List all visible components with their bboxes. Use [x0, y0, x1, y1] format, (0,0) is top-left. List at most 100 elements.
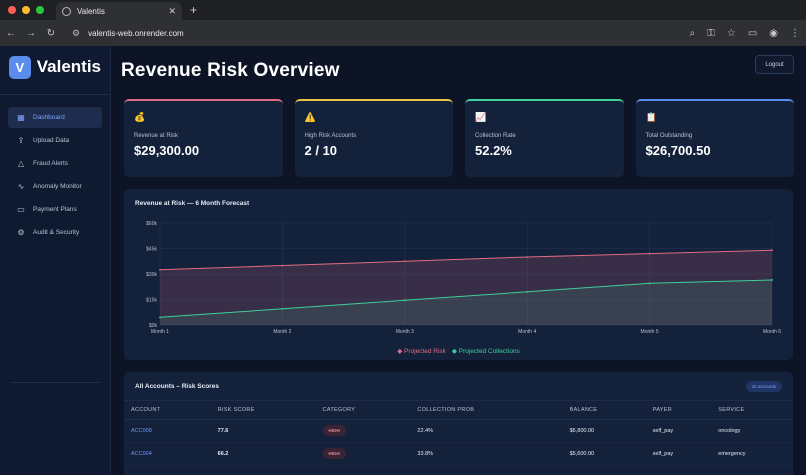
- brand-name: Valentis: [36, 57, 101, 76]
- reload-icon[interactable]: ↻: [46, 27, 56, 39]
- sidebar-item-label: Fraud Alerts: [33, 160, 69, 167]
- sidebar: V Valentis ▦ Dashboard ⇪ Upload Data △ F…: [0, 46, 111, 475]
- close-tab-icon[interactable]: ✕: [168, 5, 176, 16]
- sidebar-item-payment-plans[interactable]: ▭ Payment Plans: [8, 199, 102, 220]
- browser-chrome: Valentis ✕ + ← → ↻ ⚙ valentis-web.onrend…: [0, 0, 806, 46]
- column-header[interactable]: COLLECTION PROB: [410, 401, 563, 420]
- warning-icon: △: [17, 159, 25, 168]
- app-shell: V Valentis ▦ Dashboard ⇪ Upload Data △ F…: [0, 46, 806, 475]
- risk-score: 77.6: [210, 419, 316, 443]
- logout-button[interactable]: Logout: [755, 55, 794, 74]
- forecast-chart: $0k $15k $30k $45k $60k Month 1 Month 2 Month 3…: [146, 221, 781, 335]
- data-point: [526, 290, 529, 293]
- x-tick-label: Month 2: [273, 329, 291, 335]
- data-point: [771, 249, 773, 252]
- y-tick-label: $60k: [146, 221, 157, 227]
- sidebar-item-upload-data[interactable]: ⇪ Upload Data: [8, 130, 102, 151]
- sidebar-item-anomaly-monitor[interactable]: ∿ Anomaly Monitor: [8, 176, 102, 197]
- data-point: [281, 264, 284, 267]
- data-point: [403, 299, 406, 302]
- accounts-table-card: All Accounts – Risk Scores 10 accounts A…: [124, 372, 793, 475]
- legend-projected-collections[interactable]: ◆ Projected Collections: [451, 348, 520, 355]
- bookmark-star-icon[interactable]: ☆: [726, 27, 736, 39]
- clipboard-icon: 📋: [645, 112, 657, 122]
- data-point: [771, 279, 773, 281]
- card-icon: ▭: [17, 205, 25, 214]
- back-icon[interactable]: ←: [6, 27, 16, 39]
- kpi-value: 2 / 10: [304, 143, 338, 158]
- service: oncology: [711, 419, 793, 443]
- balance: $5,600.00: [562, 442, 646, 466]
- data-point: [648, 252, 651, 255]
- globe-icon: [62, 6, 71, 16]
- column-header[interactable]: PAYER: [645, 401, 712, 420]
- kpi-card-revenue-at-risk: 💰 Revenue at Risk $29,300.00: [124, 99, 283, 177]
- grid-icon: ▦: [17, 113, 25, 122]
- chart-title: Revenue at Risk — 6 Month Forecast: [135, 200, 250, 207]
- balance: $6,800.00: [562, 419, 646, 443]
- y-tick-label: $0k: [149, 323, 158, 329]
- y-tick-label: $45k: [146, 247, 157, 253]
- column-header[interactable]: BALANCE: [562, 401, 646, 420]
- url-text: valentis-web.onrender.com: [88, 28, 184, 38]
- column-header[interactable]: ACCOUNT: [124, 401, 211, 420]
- menu-kebab-icon[interactable]: ⋮: [790, 27, 800, 39]
- kpi-value: $29,300.00: [134, 143, 200, 158]
- column-header[interactable]: SERVICE: [711, 401, 793, 420]
- table-row[interactable]: ACC004 66.2 HIGH 33.8% $5,600.00 self_pa…: [124, 442, 793, 466]
- account-link[interactable]: ACC008: [124, 419, 211, 443]
- reading-list-icon[interactable]: ▭: [747, 27, 758, 39]
- tab-title: Valentis: [77, 6, 105, 16]
- zoom-icon[interactable]: ⌕: [689, 27, 696, 39]
- x-tick-label: Month 5: [641, 329, 659, 335]
- new-tab-button[interactable]: +: [190, 3, 198, 17]
- browser-tab[interactable]: Valentis ✕: [56, 2, 182, 20]
- minimize-window-button[interactable]: [22, 6, 30, 14]
- x-tick-label: Month 4: [518, 329, 536, 335]
- data-point: [159, 316, 161, 319]
- collection-prob: 22.4%: [410, 419, 563, 443]
- data-point: [159, 268, 161, 271]
- data-point: [648, 282, 651, 285]
- legend-projected-risk[interactable]: ◆ Projected Risk: [397, 348, 446, 355]
- category-badge: HIGH: [322, 424, 346, 436]
- table-row[interactable]: ACC008 77.6 HIGH 22.4% $6,800.00 self_pa…: [124, 419, 793, 443]
- column-header[interactable]: RISK SCORE: [210, 401, 316, 420]
- key-icon[interactable]: ⚿: [707, 27, 715, 39]
- account-link[interactable]: ACC004: [124, 442, 211, 466]
- upload-icon: ⇪: [17, 136, 25, 145]
- profile-icon[interactable]: ◉: [769, 27, 778, 39]
- category-badge: HIGH: [322, 447, 346, 459]
- kpi-value: 52.2%: [475, 143, 512, 158]
- kpi-card-total-outstanding: 📋 Total Outstanding $26,700.50: [635, 99, 794, 177]
- kpi-card-collection-rate: 📈 Collection Rate 52.2%: [465, 99, 624, 177]
- sidebar-item-audit-security[interactable]: ⚙ Audit & Security: [8, 222, 102, 243]
- site-info-icon[interactable]: ⚙: [72, 27, 81, 38]
- table-header: All Accounts – Risk Scores 10 accounts: [124, 372, 793, 401]
- chart-legend: ◆ Projected Risk ◆ Projected Collections: [124, 347, 793, 355]
- collection-prob: 33.8%: [410, 442, 563, 466]
- kpi-label: Revenue at Risk: [134, 133, 179, 139]
- sidebar-item-fraud-alerts[interactable]: △ Fraud Alerts: [8, 153, 102, 174]
- close-window-button[interactable]: [8, 6, 16, 14]
- data-point: [403, 260, 406, 263]
- payer: self_pay: [645, 419, 712, 443]
- sidebar-item-dashboard[interactable]: ▦ Dashboard: [8, 107, 102, 128]
- pulse-icon: ∿: [17, 182, 25, 191]
- forward-icon[interactable]: →: [26, 27, 36, 39]
- kpi-label: Total Outstanding: [645, 133, 693, 139]
- kpi-label: Collection Rate: [475, 133, 516, 139]
- series-area-projected-collections: [160, 280, 772, 325]
- maximize-window-button[interactable]: [36, 6, 44, 14]
- window-controls: [8, 6, 44, 14]
- brand[interactable]: V Valentis: [0, 54, 110, 80]
- payer: self_pay: [645, 442, 712, 466]
- accounts-table: ACCOUNT RISK SCORE CATEGORY COLLECTION P…: [124, 401, 793, 466]
- column-header[interactable]: CATEGORY: [315, 401, 411, 420]
- warning-icon: ⚠️: [304, 112, 316, 122]
- divider: [10, 382, 100, 383]
- kpi-row: 💰 Revenue at Risk $29,300.00 ⚠️ High Ris…: [124, 99, 794, 177]
- tab-bar: Valentis ✕ +: [0, 0, 806, 20]
- x-tick-label: Month 1: [151, 329, 169, 335]
- address-bar[interactable]: ⚙ valentis-web.onrender.com: [66, 24, 680, 42]
